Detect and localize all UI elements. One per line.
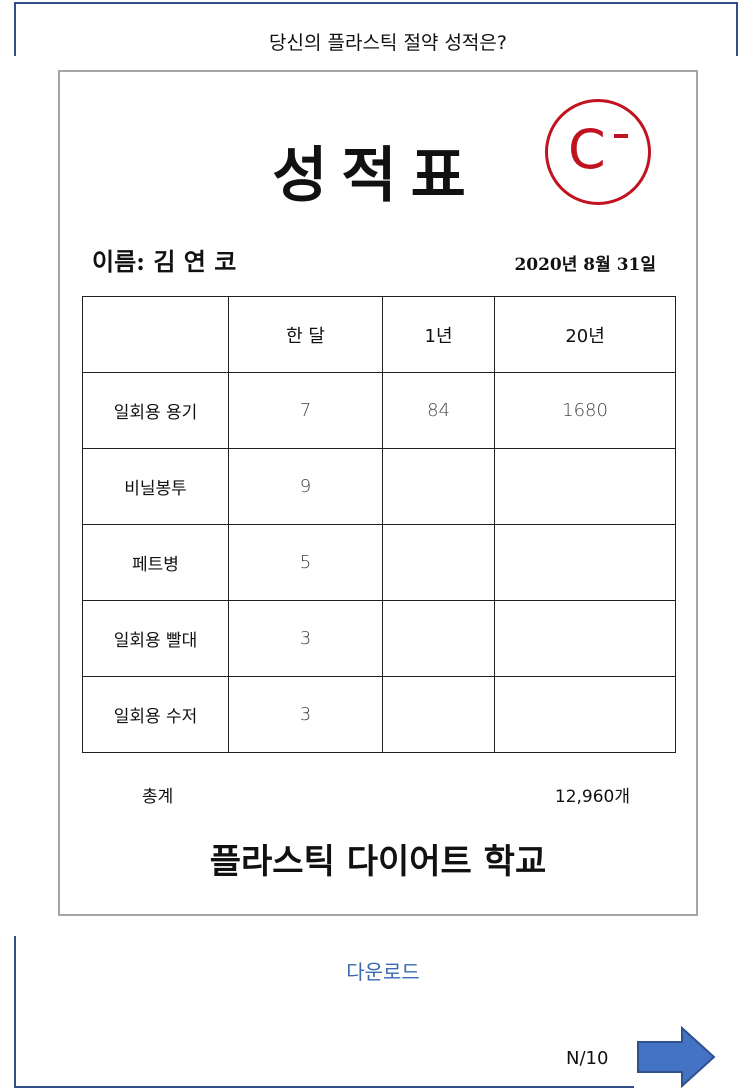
row-label: 일회용 용기: [82, 372, 229, 449]
grade-minus-sign: [614, 134, 628, 138]
row-label: 일회용 수저: [82, 676, 229, 753]
grade-stamp: C: [545, 99, 651, 205]
table-row: 페트병 5: [82, 524, 676, 601]
table-row: 일회용 용기 7 84 1680: [82, 372, 676, 449]
table-cell: [381, 524, 496, 601]
table-row: 일회용 수저 3: [82, 676, 676, 753]
table-cell: 7: [228, 372, 383, 449]
table-row: 일회용 빨대 3: [82, 600, 676, 677]
table-cell: 84: [381, 372, 496, 449]
table-cell: [381, 448, 496, 525]
grade-letter: C: [568, 118, 606, 181]
report-title: 성적표: [272, 141, 480, 211]
score-table: 한 달 1년 20년 일회용 용기 7 84 1680 비닐봉투 9 페트병 5…: [82, 296, 676, 753]
school-name: 플라스틱 다이어트 학교: [209, 842, 547, 882]
column-header: 20년: [494, 296, 676, 373]
frame-top-border: [14, 2, 738, 56]
total-value: 12,960개: [554, 787, 630, 807]
table-cell: [381, 600, 496, 677]
column-header: 한 달: [228, 296, 383, 373]
column-header: [82, 296, 229, 373]
total-label: 총계: [142, 787, 174, 807]
table-row: 비닐봉투 9: [82, 448, 676, 525]
report-card: 성적표 C 이름: 김 연 코 2020년 8월 31일 한 달 1년 20년 …: [58, 70, 698, 916]
row-label: 일회용 빨대: [82, 600, 229, 677]
table-cell: [494, 600, 676, 677]
row-label: 비닐봉투: [82, 448, 229, 525]
table-cell: 1680: [494, 372, 676, 449]
table-cell: [494, 676, 676, 753]
page-title: 당신의 플라스틱 절약 성적은?: [269, 32, 507, 54]
download-link[interactable]: 다운로드: [346, 960, 420, 984]
issue-date: 2020년 8월 31일: [514, 255, 656, 275]
table-cell: [494, 448, 676, 525]
frame-bottom-border: [14, 936, 634, 1088]
table-header-row: 한 달 1년 20년: [82, 296, 676, 373]
next-arrow-icon[interactable]: [636, 1026, 716, 1088]
table-cell: [381, 676, 496, 753]
row-label: 페트병: [82, 524, 229, 601]
table-cell: 3: [228, 676, 383, 753]
table-cell: 3: [228, 600, 383, 677]
table-cell: 5: [228, 524, 383, 601]
table-cell: [494, 524, 676, 601]
student-name: 이름: 김 연 코: [92, 247, 237, 276]
column-header: 1년: [381, 296, 496, 373]
table-cell: 9: [228, 448, 383, 525]
page-indicator: N/10: [566, 1048, 609, 1069]
